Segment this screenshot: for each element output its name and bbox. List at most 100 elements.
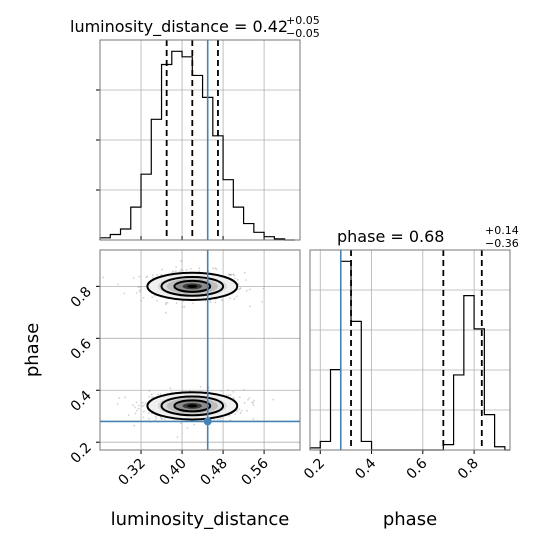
scatter-point (212, 267, 214, 270)
ld-x-tick-label: 0.40 (157, 456, 190, 489)
scatter-point (198, 267, 201, 270)
y-axis-label-phase: phase (22, 323, 43, 377)
phase-hist-ticks: 0.2 0.4 0.6 0.8 (301, 450, 482, 483)
ld-histogram-panel: luminosity_distance = 0.42 +0.05 −0.05 (70, 14, 320, 241)
scatter-point (151, 274, 154, 276)
scatter-point (238, 408, 241, 411)
scatter-point (150, 396, 153, 399)
scatter-point (220, 417, 223, 419)
scatter-point (249, 288, 251, 291)
scatter-point (245, 289, 248, 292)
scatter-point (174, 270, 177, 273)
scatter-point (252, 404, 255, 406)
scatter-point (186, 427, 189, 429)
scatter-point (219, 419, 221, 421)
scatter-point (227, 389, 230, 391)
phase-title-minus: −0.36 (485, 237, 519, 250)
phase-hist-quantiles (350, 250, 483, 450)
scatter-point (236, 278, 239, 281)
joint-contours (146, 271, 239, 421)
scatter-point (159, 393, 162, 395)
phase-histogram-panel: 0.2 0.4 0.6 0.8 phase = 0.68 +0.14 −0.36 (301, 224, 519, 483)
scatter-point (132, 404, 134, 407)
scatter-point (192, 302, 195, 305)
scatter-point (127, 414, 130, 416)
phase-y-tick-label: 0.6 (68, 336, 95, 363)
scatter-point (134, 406, 136, 409)
scatter-point (144, 402, 147, 405)
scatter-point (179, 422, 182, 425)
scatter-point (118, 397, 121, 399)
phase-hist-frame (309, 249, 511, 451)
ld-hist-step (99, 50, 295, 241)
scatter-point (227, 394, 230, 396)
scatter-point (139, 286, 141, 288)
ld-hist-quantiles (165, 40, 219, 240)
density-contour (173, 279, 212, 293)
scatter-point (171, 271, 174, 274)
scatter-point (156, 273, 159, 276)
scatter-point (139, 291, 142, 293)
scatter-point (239, 412, 242, 414)
phase-x-tick-label: 0.8 (455, 456, 482, 483)
joint-ticks: 0.32 0.40 0.48 0.56 0.2 0.4 0.6 0.8 (68, 284, 272, 489)
phase-x-tick-label: 0.4 (352, 455, 379, 482)
scatter-point (215, 268, 218, 271)
scatter-point (148, 396, 151, 398)
phase-hist-grid (310, 250, 510, 450)
phase-title-value: 0.68 (409, 227, 445, 246)
scatter-point (232, 396, 235, 399)
scatter-point (233, 274, 236, 277)
scatter-point (175, 266, 178, 268)
density-contour (146, 391, 239, 421)
scatter-point (135, 292, 138, 294)
scatter-point (243, 402, 246, 404)
x-axis-label-phase: phase (383, 509, 437, 530)
scatter-point (248, 397, 251, 399)
scatter-point (132, 277, 135, 279)
scatter-point (272, 398, 275, 401)
joint-truth-marker (203, 417, 212, 426)
ld-x-tick-label: 0.56 (239, 455, 272, 488)
scatter-point (234, 413, 237, 415)
scatter-point (138, 275, 141, 278)
scatter-point (124, 396, 127, 399)
scatter-point (133, 424, 136, 427)
density-contour (173, 399, 212, 413)
ld-title: luminosity_distance = 0.42 (70, 17, 288, 37)
scatter-point (228, 273, 231, 276)
scatter-point (117, 283, 119, 286)
scatter-point (249, 305, 251, 308)
density-contour (160, 395, 225, 417)
scatter-point (152, 277, 154, 279)
scatter-point (161, 418, 164, 420)
scatter-point (146, 275, 149, 278)
scatter-point (247, 398, 250, 401)
scatter-point (193, 423, 195, 426)
scatter-point (142, 297, 145, 299)
ld-hist-ticks (96, 89, 265, 240)
scatter-point (160, 273, 163, 276)
scatter-point (164, 303, 167, 306)
scatter-point (220, 299, 223, 302)
scatter-point (142, 416, 145, 419)
scatter-point (238, 288, 241, 290)
scatter-point (135, 401, 138, 404)
scatter-point (214, 301, 217, 304)
scatter-point (140, 288, 143, 291)
scatter-point (209, 301, 212, 303)
scatter-point (102, 276, 104, 279)
scatter-point (230, 273, 232, 276)
density-level (187, 284, 198, 288)
phase-title: phase = 0.68 (337, 227, 444, 246)
phase-x-tick-label: 0.2 (301, 456, 328, 483)
phase-title-param: phase (337, 227, 385, 246)
scatter-point (246, 409, 248, 412)
scatter-point (165, 301, 167, 304)
scatter-point (229, 274, 231, 276)
scatter-point (142, 410, 145, 413)
phase-title-plus: +0.14 (485, 224, 519, 237)
scatter-point (244, 279, 247, 281)
phase-x-tick-label: 0.6 (404, 455, 431, 482)
